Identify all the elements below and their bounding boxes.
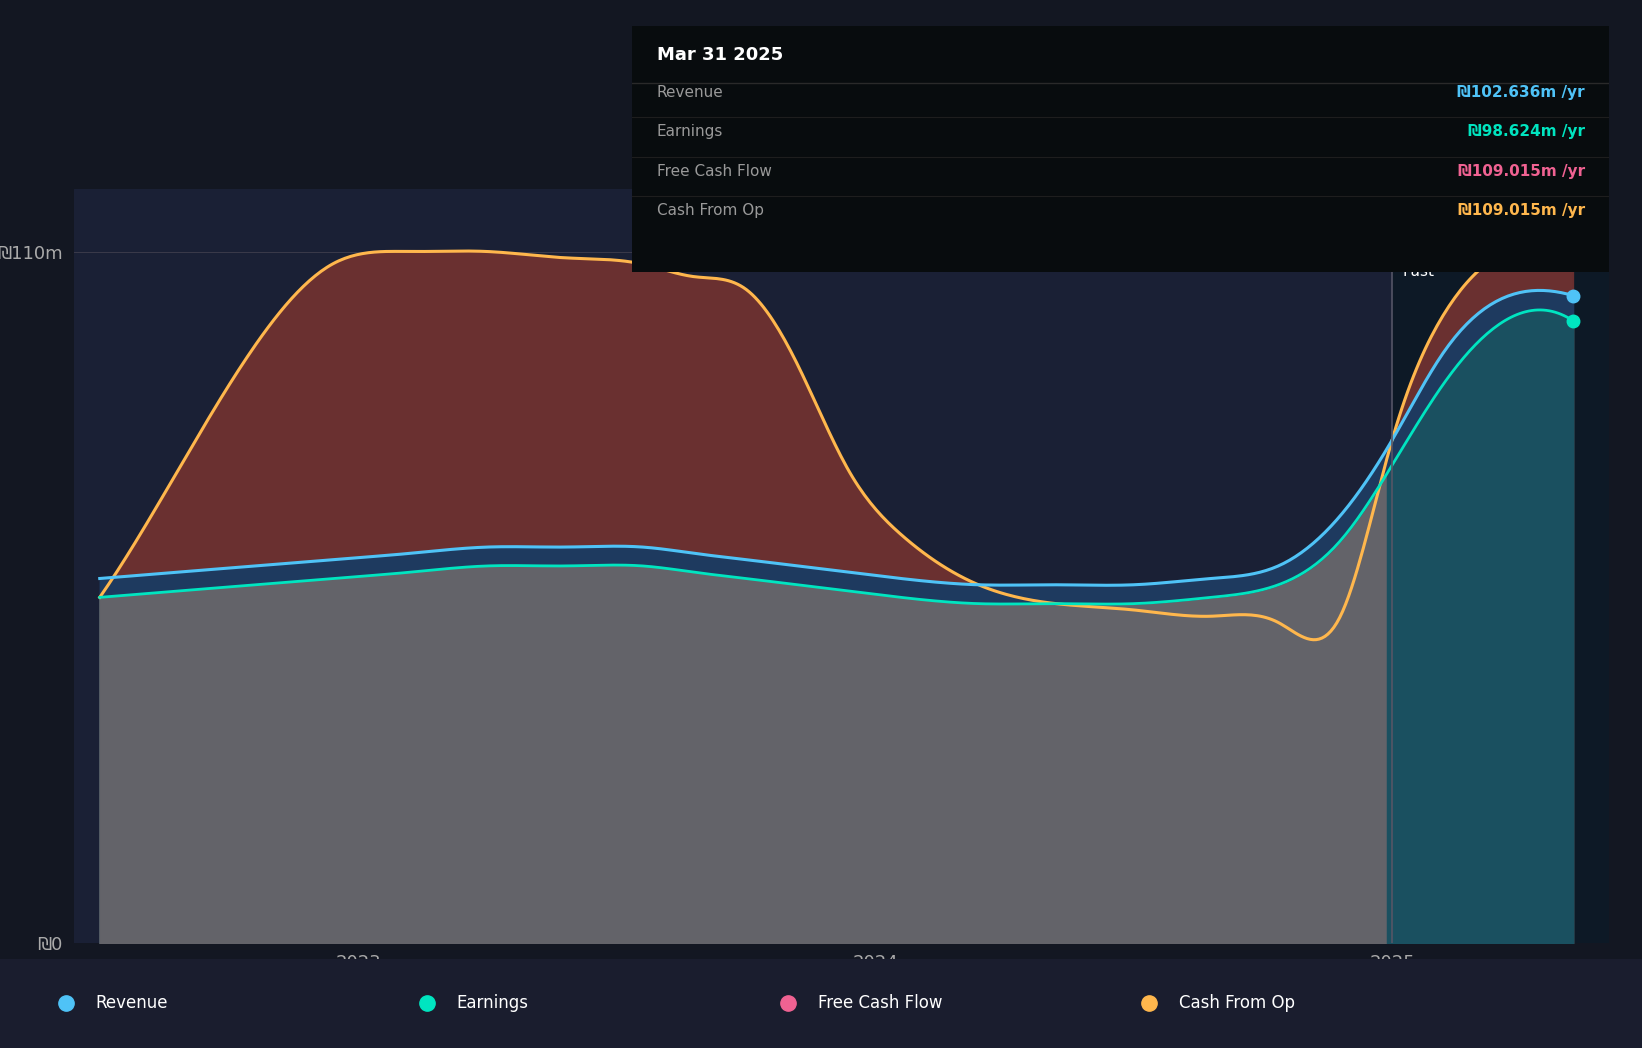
Text: ₪109.015m /yr: ₪109.015m /yr [1458,163,1585,179]
Bar [74,189,1392,943]
Text: ₪98.624m /yr: ₪98.624m /yr [1468,125,1585,139]
Text: Mar 31 2025: Mar 31 2025 [657,46,783,64]
Text: Past: Past [1402,264,1435,279]
Text: Earnings: Earnings [657,125,722,139]
Text: ₪109.015m /yr: ₪109.015m /yr [1458,203,1585,218]
Text: Cash From Op: Cash From Op [1179,995,1296,1012]
Bar [1392,189,1609,943]
Text: Revenue: Revenue [95,995,167,1012]
Text: Free Cash Flow: Free Cash Flow [818,995,943,1012]
Text: Free Cash Flow: Free Cash Flow [657,163,772,179]
Text: ₪102.636m /yr: ₪102.636m /yr [1456,85,1585,101]
Text: Revenue: Revenue [657,85,724,101]
Text: Cash From Op: Cash From Op [657,203,764,218]
Text: Earnings: Earnings [456,995,529,1012]
